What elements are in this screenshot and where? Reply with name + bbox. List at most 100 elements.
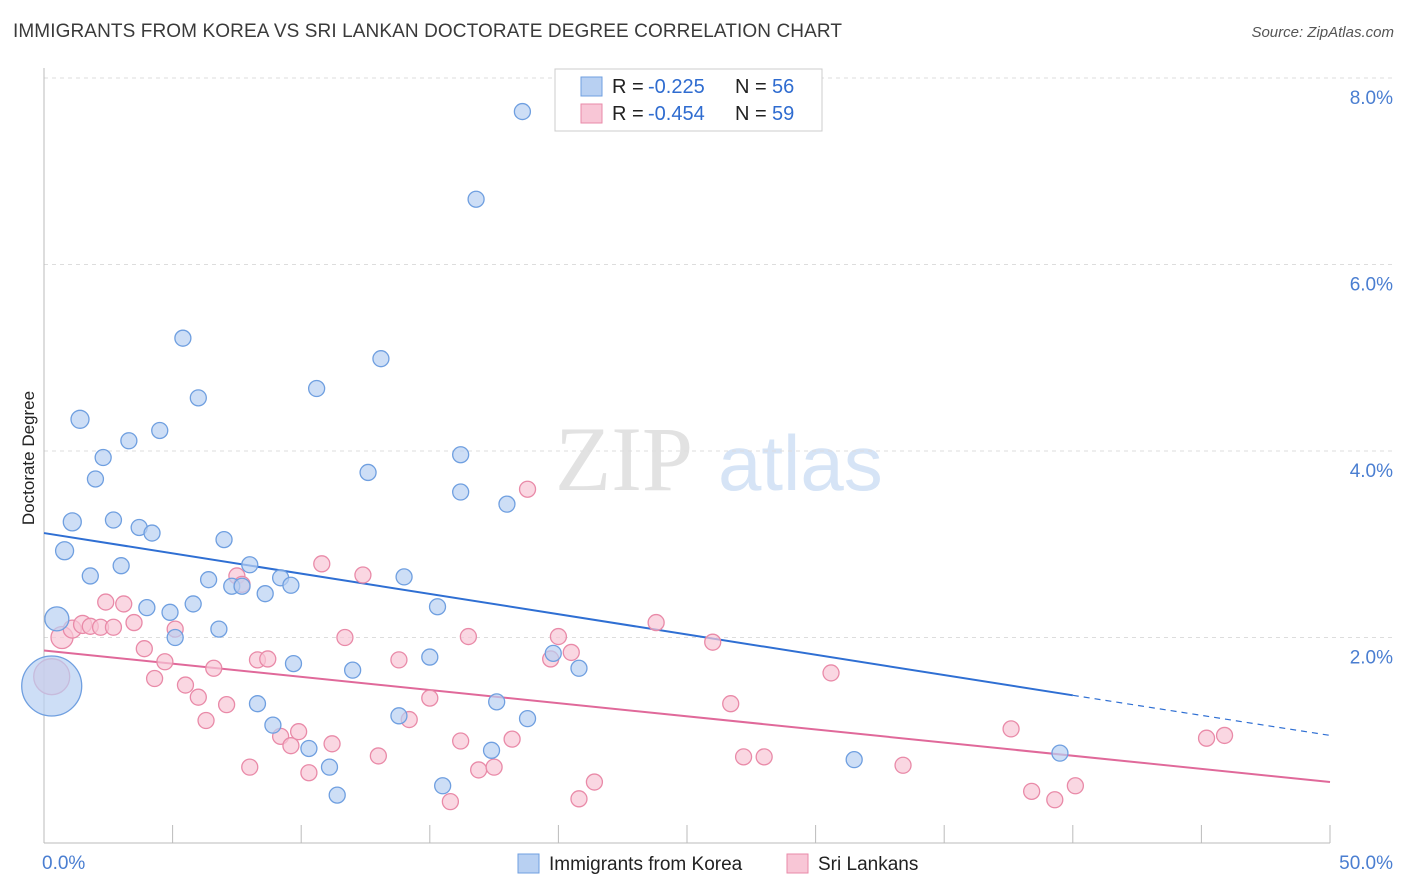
trend-lines — [43, 532, 1331, 784]
point-srilanka — [1022, 782, 1041, 801]
legend-swatch-korea — [580, 76, 603, 97]
point-korea — [81, 567, 99, 585]
point-korea — [94, 448, 112, 467]
legend-n-label-2: N = — [735, 103, 767, 125]
point-korea — [570, 659, 588, 677]
point-srilanka — [503, 730, 521, 748]
source-label: Source: ZipAtlas.com — [1251, 24, 1394, 41]
point-korea — [256, 585, 274, 603]
point-srilanka — [300, 764, 318, 782]
watermark-zip: ZIP — [555, 408, 693, 510]
x-tick-label-min: 0.0% — [42, 853, 85, 874]
point-korea — [264, 716, 282, 734]
point-srilanka — [135, 640, 153, 658]
point-srilanka — [125, 613, 143, 632]
trend-line-korea-extrapolated — [1072, 694, 1331, 737]
point-korea — [210, 620, 228, 638]
legend-n-label-1: N = — [735, 76, 767, 98]
legend-r-value-1: -0.225 — [648, 76, 705, 98]
point-korea — [54, 541, 75, 561]
point-srilanka — [289, 723, 308, 741]
point-srilanka — [241, 758, 259, 776]
point-srilanka — [459, 627, 478, 646]
bottom-legend-label-srilanka: Sri Lankans — [818, 854, 918, 875]
point-korea — [86, 470, 105, 488]
point-korea — [215, 530, 233, 549]
point-korea — [498, 495, 516, 513]
point-srilanka — [452, 732, 470, 750]
point-korea — [518, 709, 537, 728]
point-srilanka — [485, 758, 503, 776]
series-legend: Immigrants from Korea Sri Lankans — [517, 853, 918, 875]
point-korea — [343, 661, 362, 679]
point-korea — [184, 595, 202, 613]
y-tick-labels: 2.0% 4.0% 6.0% 8.0% — [1350, 88, 1393, 669]
point-korea — [434, 777, 452, 795]
point-srilanka — [441, 792, 460, 811]
point-srilanka — [145, 669, 164, 688]
trend-line-korea — [43, 532, 1073, 697]
point-srilanka — [354, 566, 372, 584]
point-korea — [513, 102, 532, 121]
legend-r-label-1: R = — [612, 76, 644, 98]
point-srilanka — [336, 628, 354, 647]
point-srilanka — [755, 748, 773, 766]
point-srilanka — [97, 593, 115, 611]
point-korea — [282, 576, 300, 594]
point-srilanka — [323, 735, 341, 753]
point-korea — [359, 463, 377, 482]
point-korea — [428, 598, 447, 616]
point-srilanka — [156, 653, 174, 671]
point-korea — [143, 524, 161, 542]
y-tick-label: 2.0% — [1350, 648, 1393, 669]
y-axis-label: Doctorate Degree — [19, 391, 38, 525]
point-korea — [300, 739, 318, 758]
point-korea — [70, 409, 90, 429]
legend-n-value-2: 59 — [772, 103, 794, 125]
point-korea — [421, 648, 439, 666]
point-korea — [151, 421, 169, 440]
point-srilanka — [518, 480, 537, 498]
point-korea — [174, 329, 192, 347]
point-korea — [120, 432, 138, 450]
bottom-legend-swatch-srilanka — [786, 853, 809, 874]
point-korea — [372, 350, 390, 368]
point-srilanka — [585, 773, 604, 791]
point-korea — [328, 786, 346, 804]
legend-r-label-2: R = — [612, 103, 644, 125]
y-tick-label: 4.0% — [1350, 461, 1393, 482]
point-korea — [199, 571, 218, 589]
point-srilanka — [369, 747, 388, 765]
point-srilanka — [282, 737, 300, 755]
point-korea — [241, 556, 259, 574]
point-srilanka — [390, 651, 408, 669]
point-korea — [44, 606, 70, 632]
point-srilanka — [259, 650, 277, 668]
point-korea — [320, 758, 339, 776]
point-srilanka — [647, 613, 665, 632]
legend-r-value-2: -0.454 — [648, 103, 705, 125]
point-korea — [138, 599, 156, 617]
point-srilanka — [421, 689, 439, 707]
point-srilanka — [894, 756, 912, 774]
point-korea — [21, 655, 83, 717]
bottom-legend-label-korea: Immigrants from Korea — [549, 854, 743, 875]
point-srilanka — [197, 711, 215, 730]
legend-swatch-srilanka — [580, 103, 603, 124]
point-korea — [189, 389, 207, 407]
scatter-points — [21, 102, 1234, 811]
point-korea — [248, 695, 267, 713]
point-korea — [166, 628, 184, 647]
point-srilanka — [1215, 726, 1234, 745]
legend-n-value-1: 56 — [772, 76, 794, 98]
y-tick-label: 8.0% — [1350, 88, 1393, 109]
point-srilanka — [104, 618, 123, 636]
grid-lines — [44, 77, 1392, 638]
point-korea — [482, 741, 501, 759]
watermark-atlas: atlas — [718, 419, 883, 507]
point-srilanka — [470, 761, 488, 779]
bottom-legend-swatch-korea — [517, 853, 540, 874]
point-korea — [467, 190, 485, 208]
point-srilanka — [822, 664, 840, 682]
